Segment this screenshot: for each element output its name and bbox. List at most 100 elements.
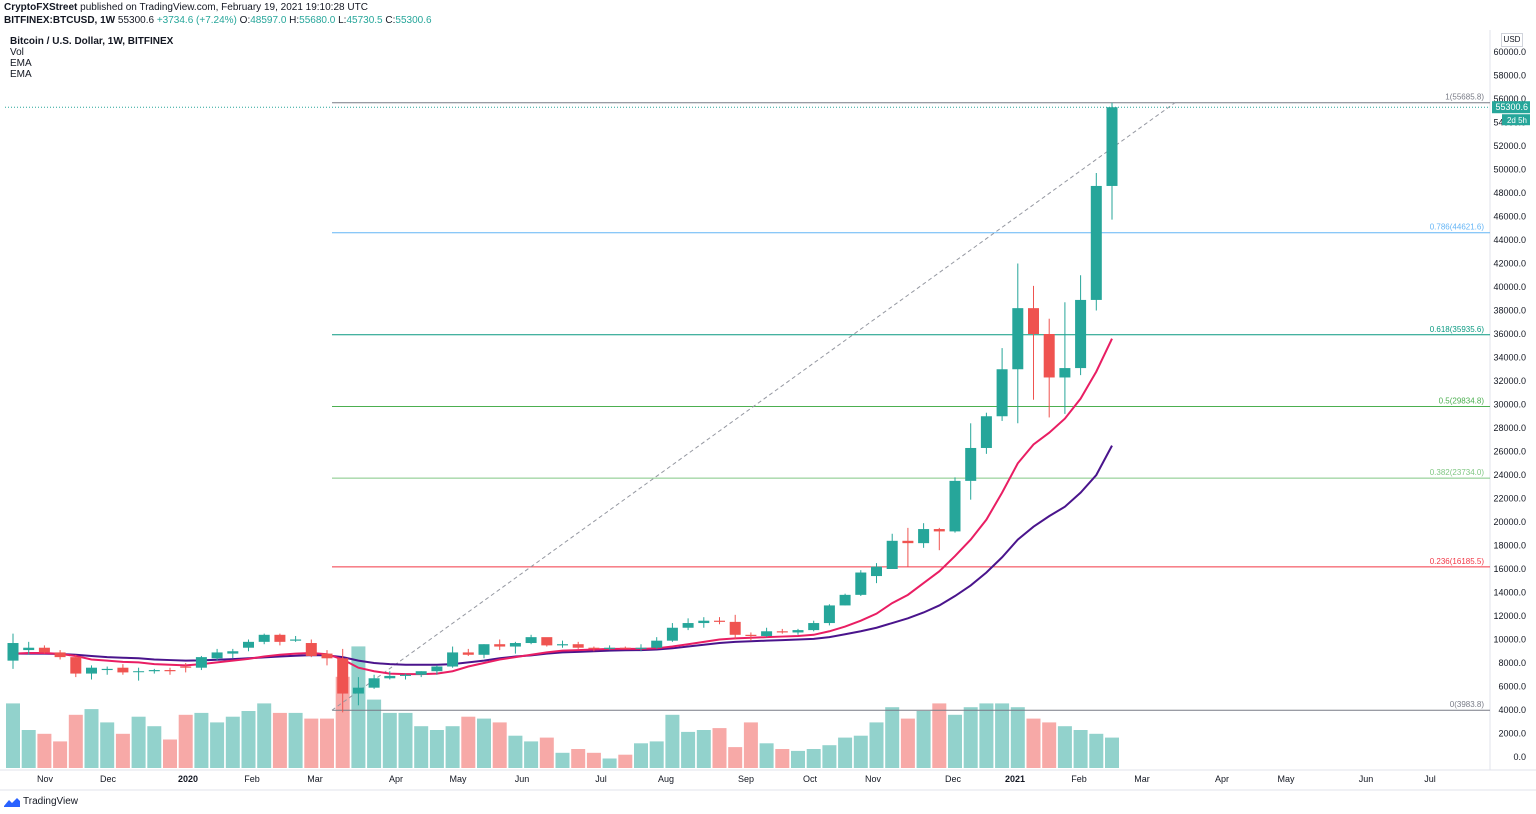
- close-value: 55300.6: [395, 15, 432, 26]
- candle-body: [729, 621, 741, 635]
- candle-body: [588, 647, 600, 649]
- candle-body: [258, 634, 270, 642]
- x-tick-label: Jun: [515, 774, 530, 784]
- y-tick-label: 60000.0: [1493, 47, 1526, 57]
- volume-bar: [163, 739, 177, 768]
- volume-bar: [712, 728, 727, 768]
- candle-body: [1090, 185, 1102, 300]
- y-tick-label: 0.0: [1513, 752, 1526, 762]
- candle-body: [509, 643, 521, 647]
- volume-bar: [791, 750, 805, 768]
- volume-bar: [524, 741, 539, 768]
- candle-body: [572, 644, 584, 648]
- candle-body: [839, 594, 851, 606]
- candle-body: [70, 657, 82, 674]
- y-tick-label: 52000.0: [1493, 141, 1526, 151]
- low-value: 45730.5: [346, 15, 383, 26]
- x-tick-label: Feb: [1071, 774, 1087, 784]
- candle-body: [682, 623, 694, 628]
- x-tick-label: Mar: [307, 774, 323, 784]
- candle-body: [494, 644, 506, 647]
- candle-body: [38, 647, 50, 653]
- x-tick-label: Jul: [1424, 774, 1436, 784]
- y-tick-label: 6000.0: [1498, 682, 1526, 692]
- tradingview-footer[interactable]: TradingView: [4, 796, 78, 807]
- y-tick-label: 10000.0: [1493, 635, 1526, 645]
- volume-bar: [932, 703, 947, 768]
- volume-bar: [665, 714, 680, 768]
- volume-bar: [916, 711, 931, 768]
- legend-vol[interactable]: Vol: [10, 47, 24, 58]
- price-tag-label: 55300.6: [1495, 102, 1528, 112]
- volume-bar: [445, 726, 460, 768]
- y-tick-label: 56000.0: [1493, 94, 1526, 104]
- price-tag-box: [1492, 101, 1530, 114]
- volume-bar: [225, 716, 240, 768]
- currency-button[interactable]: USD: [1501, 33, 1523, 47]
- volume-bar: [100, 722, 115, 768]
- candle-body: [745, 634, 757, 636]
- candle-body: [1043, 334, 1055, 378]
- x-tick-label: Oct: [803, 774, 818, 784]
- candle-body: [604, 647, 616, 649]
- tradingview-brand: TradingView: [23, 796, 79, 807]
- y-tick-label: 8000.0: [1498, 658, 1526, 668]
- candle-body: [557, 644, 568, 646]
- fib-level-label: 0.618(35935.6): [1430, 325, 1485, 334]
- volume-bar: [602, 758, 617, 768]
- fib-level-label: 1(55685.8): [1445, 93, 1484, 102]
- x-tick-label: May: [449, 774, 467, 784]
- fib-level-label: 0.5(29834.8): [1439, 396, 1485, 405]
- candle-body: [1075, 299, 1087, 369]
- volume-bar: [194, 712, 209, 768]
- y-tick-label: 24000.0: [1493, 470, 1526, 480]
- candle-body: [54, 652, 66, 658]
- candle-body: [195, 657, 207, 668]
- candle-body: [1012, 308, 1024, 370]
- candle-body: [886, 540, 898, 569]
- volume-bar: [492, 722, 507, 768]
- x-tick-label: Jul: [595, 774, 607, 784]
- candle-body: [1028, 308, 1039, 334]
- volume-bar: [1057, 726, 1072, 768]
- candle-body: [101, 668, 113, 671]
- candle-body: [996, 369, 1008, 417]
- legend-ema-1[interactable]: EMA: [10, 58, 32, 69]
- volume-bar: [571, 749, 586, 768]
- x-tick-label: Apr: [1215, 774, 1229, 784]
- x-tick-label: 2021: [1005, 774, 1025, 784]
- volume-bar: [1042, 722, 1057, 768]
- volume-bar: [681, 731, 696, 768]
- candle-body: [211, 652, 223, 659]
- legend-ema-2[interactable]: EMA: [10, 69, 32, 80]
- volume-bar: [257, 703, 272, 768]
- volume-bar: [21, 730, 36, 768]
- volume-bar: [508, 735, 523, 768]
- volume-bar: [461, 716, 476, 768]
- y-tick-label: 40000.0: [1493, 282, 1526, 292]
- fib-level-label: 0(3983.8): [1450, 700, 1485, 709]
- candle-body: [776, 631, 788, 633]
- y-tick-label: 48000.0: [1493, 188, 1526, 198]
- volume-bar: [759, 743, 774, 768]
- y-tick-label: 14000.0: [1493, 588, 1526, 598]
- candle-body: [23, 647, 35, 651]
- y-tick-label: 30000.0: [1493, 400, 1526, 410]
- volume-bar: [6, 703, 20, 768]
- candle-body: [290, 639, 302, 641]
- y-tick-label: 26000.0: [1493, 447, 1526, 457]
- volume-bar: [414, 726, 429, 768]
- candle-body: [164, 670, 176, 672]
- candle-body: [871, 566, 882, 577]
- candle-body: [1106, 107, 1118, 186]
- y-tick-label: 32000.0: [1493, 376, 1526, 386]
- candle-body: [337, 658, 349, 694]
- volume-bar: [900, 718, 915, 768]
- y-tick-label: 22000.0: [1493, 494, 1526, 504]
- volume-bar: [1089, 733, 1104, 768]
- legend-title[interactable]: Bitcoin / U.S. Dollar, 1W, BITFINEX: [10, 36, 174, 47]
- candle-body: [619, 647, 631, 649]
- candle-body: [698, 620, 710, 624]
- volume-bar: [304, 718, 319, 768]
